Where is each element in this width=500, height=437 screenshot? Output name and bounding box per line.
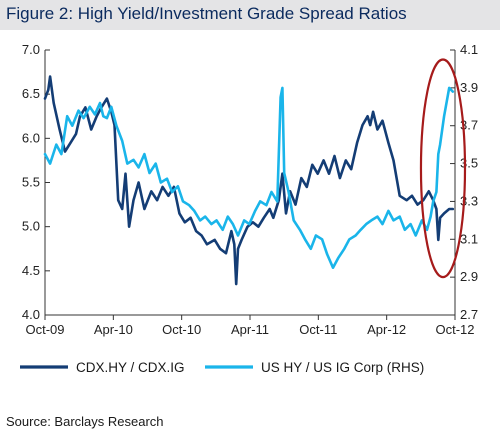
highlight-ellipse: [419, 58, 467, 279]
right-axis-tick-label: 4.1: [460, 42, 478, 57]
legend-label-us: US HY / US IG Corp (RHS): [261, 360, 424, 375]
right-axis-tick-label: 3.5: [460, 156, 478, 171]
left-axis-tick-label: 4.0: [22, 307, 40, 322]
x-axis-tick-label: Oct-09: [25, 322, 64, 337]
right-axis-tick-label: 2.7: [460, 307, 478, 322]
left-axis-tick-label: 6.0: [22, 130, 40, 145]
x-axis-tick-label: Apr-10: [94, 322, 133, 337]
x-axis-tick-label: Oct-10: [162, 322, 201, 337]
left-axis-tick-label: 4.5: [22, 263, 40, 278]
left-axis-tick-label: 5.0: [22, 219, 40, 234]
left-axis-tick-label: 6.5: [22, 86, 40, 101]
left-axis-tick-label: 5.5: [22, 175, 40, 190]
figure-title: Figure 2: High Yield/Investment Grade Sp…: [6, 4, 407, 23]
x-axis-tick-label: Apr-12: [367, 322, 406, 337]
left-axis-tick-label: 7.0: [22, 42, 40, 57]
right-axis-tick-label: 2.9: [460, 269, 478, 284]
x-axis-tick-label: Oct-12: [435, 322, 474, 337]
legend-label-cdx: CDX.HY / CDX.IG: [76, 360, 185, 375]
x-axis-tick-label: Oct-11: [299, 322, 337, 337]
cdx-hy-ig-line: [43, 75, 455, 286]
x-axis-tick-label: Apr-11: [231, 322, 269, 337]
figure-source: Source: Barclays Research: [6, 414, 164, 429]
figure-title-bar: Figure 2: High Yield/Investment Grade Sp…: [0, 0, 500, 30]
right-axis-tick-label: 3.9: [460, 80, 478, 95]
us-hy-ig-corp-line: [43, 86, 455, 269]
spread-ratio-chart: 4.04.55.05.56.06.57.02.72.93.13.33.53.73…: [20, 42, 478, 375]
right-axis-tick-label: 3.1: [460, 231, 478, 246]
